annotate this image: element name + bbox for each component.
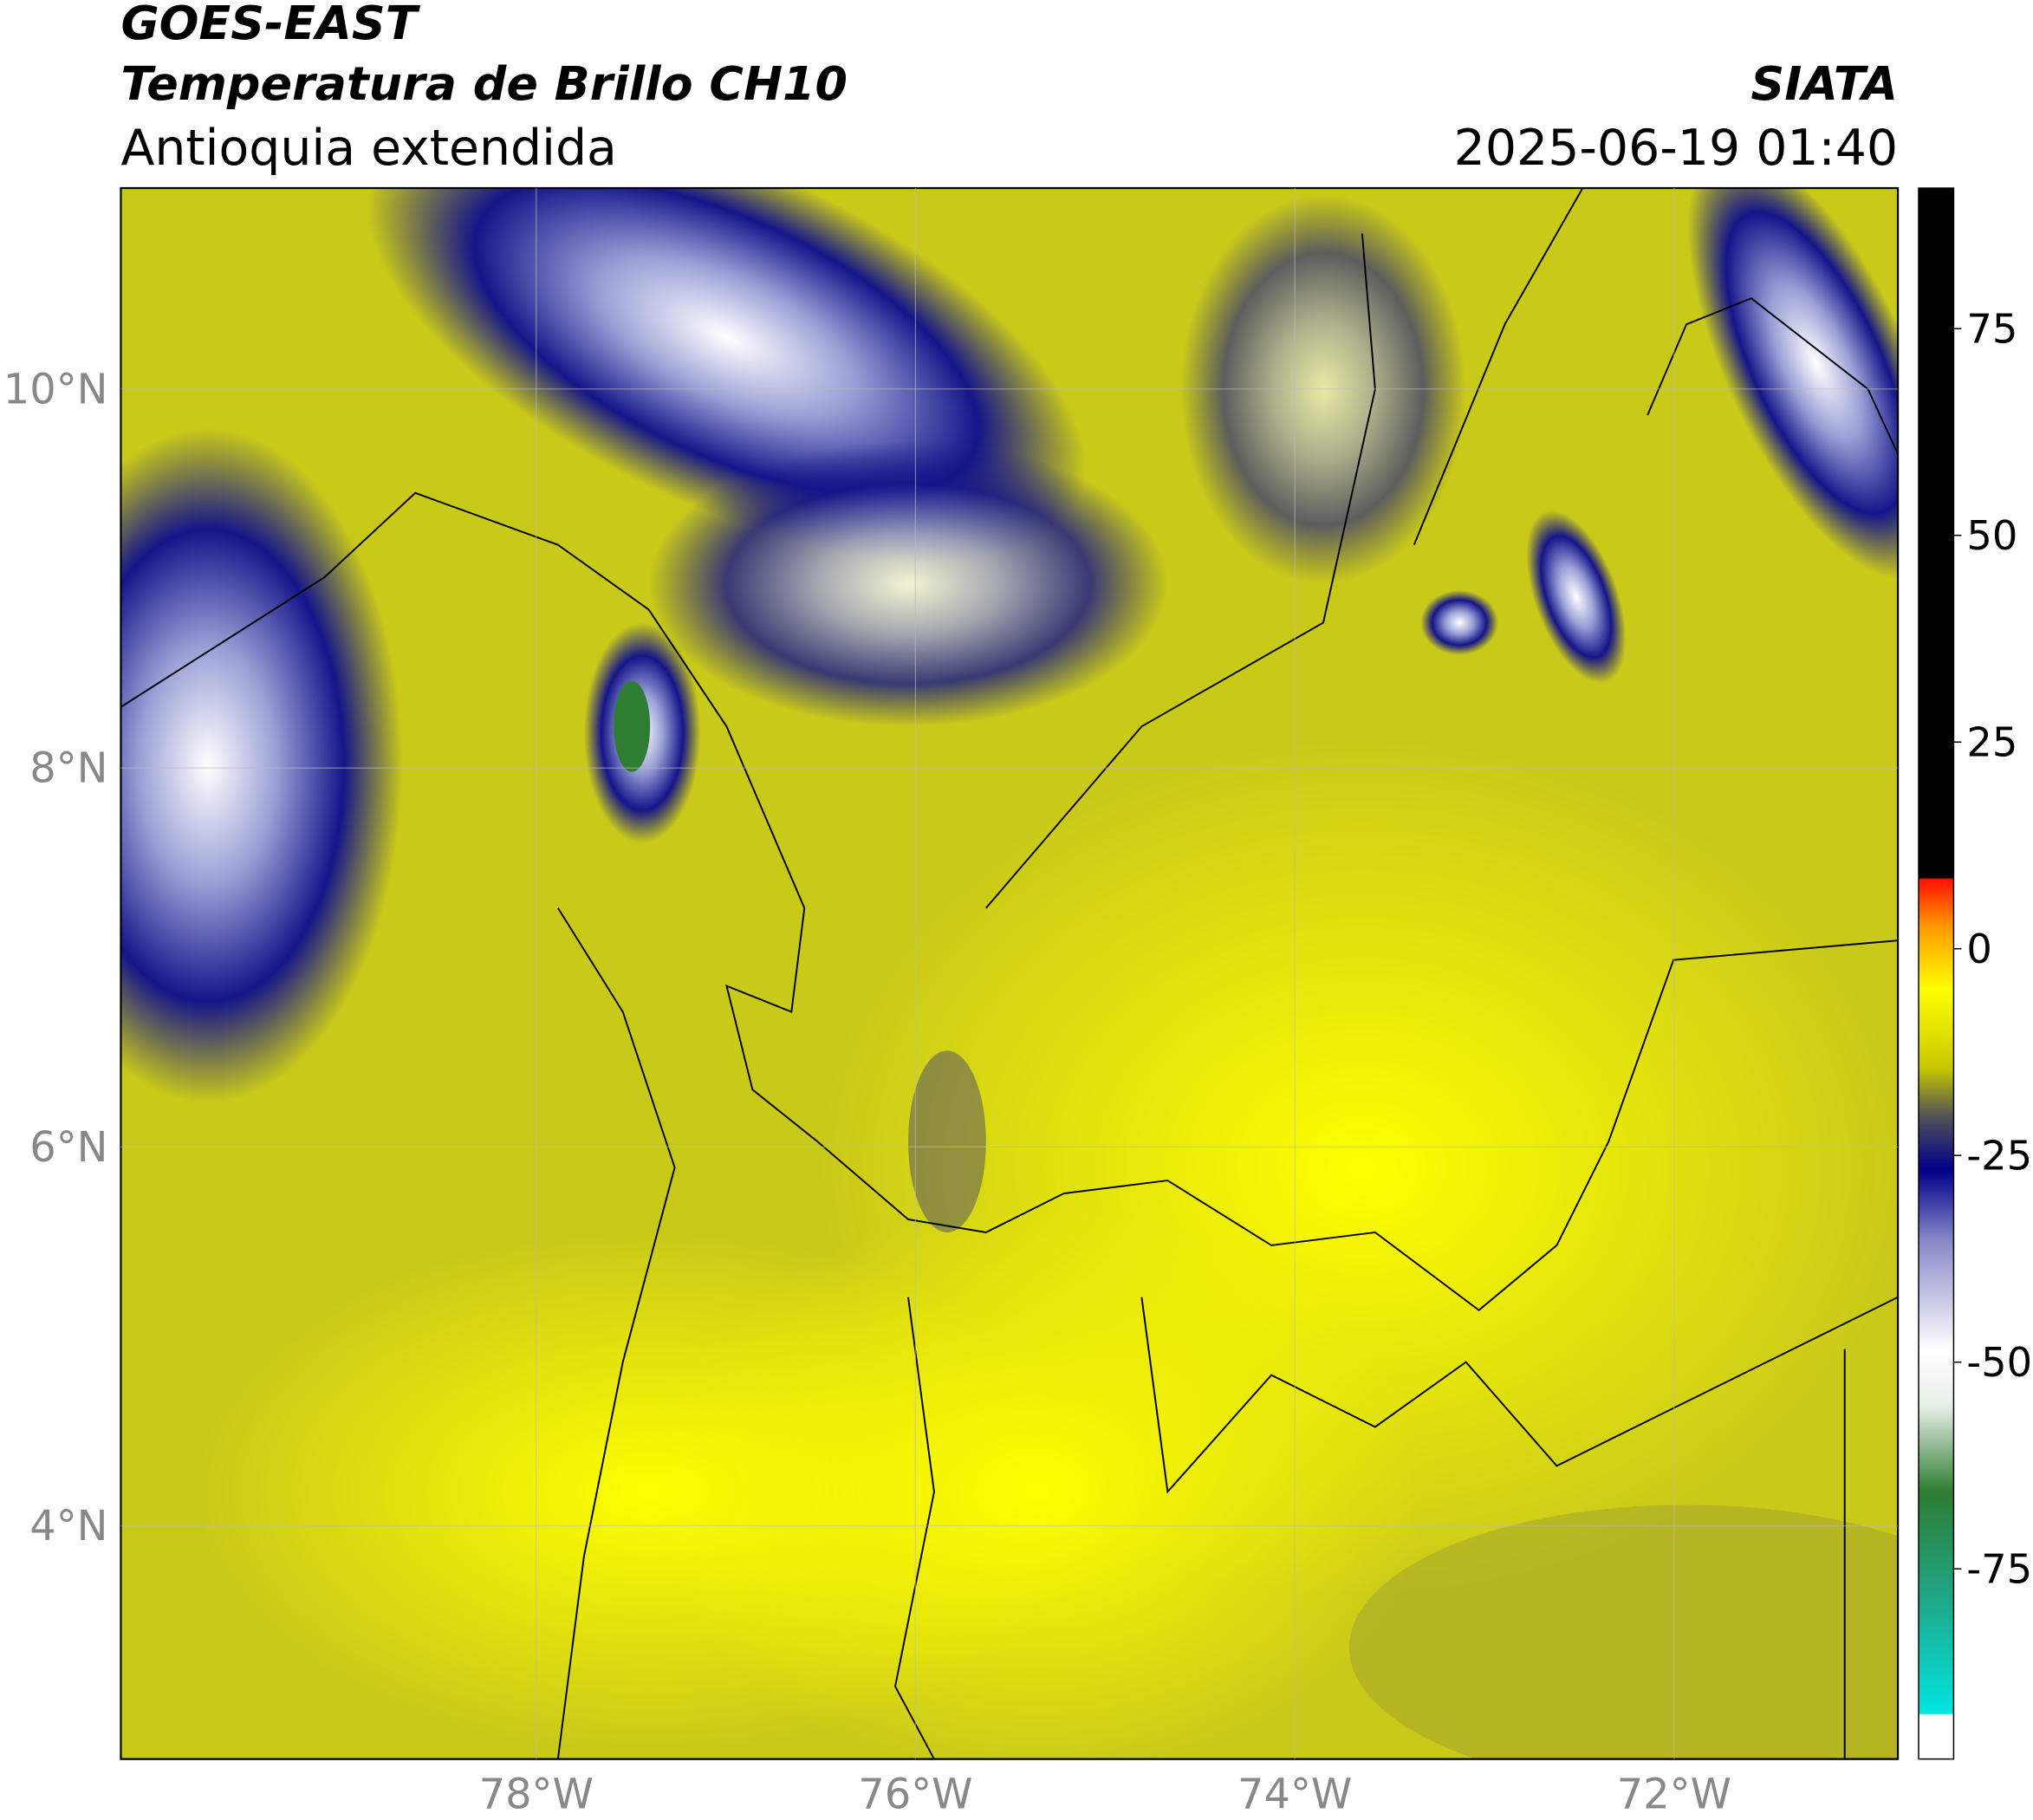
datetime: 2025-06-19 01:40 <box>1454 120 1898 177</box>
x-tick-label: 74°W <box>1237 1771 1352 1819</box>
colorbar-tick-label: 75 <box>1966 306 2017 353</box>
title: Temperatura de Brillo CH10 <box>120 56 848 111</box>
colorbar-tick-label: -25 <box>1966 1133 2032 1180</box>
y-tick-label: 8°N <box>29 745 107 793</box>
map-image <box>120 188 1899 1759</box>
x-tick-label: 78°W <box>479 1771 594 1819</box>
colorbar-tick-label: 25 <box>1966 719 2017 766</box>
y-tick-label: 10°N <box>3 366 108 413</box>
subtitle: Antioquia extendida <box>120 120 616 177</box>
colorbar-tick-label: -75 <box>1966 1546 2032 1593</box>
y-tick-label: 6°N <box>29 1124 107 1172</box>
colorbar-tick-label: 50 <box>1966 512 2017 559</box>
map-frame <box>120 186 1900 1760</box>
colorbar-tick-label: -50 <box>1966 1339 2032 1386</box>
y-tick-label: 4°N <box>29 1503 107 1550</box>
source: SIATA <box>1750 56 1898 111</box>
x-tick-label: 72°W <box>1617 1771 1731 1819</box>
title: GOES-EAST <box>120 0 420 50</box>
colorbar-tick-label: 0 <box>1966 926 1992 972</box>
colorbar <box>1918 187 1955 1760</box>
x-tick-label: 76°W <box>858 1771 972 1819</box>
